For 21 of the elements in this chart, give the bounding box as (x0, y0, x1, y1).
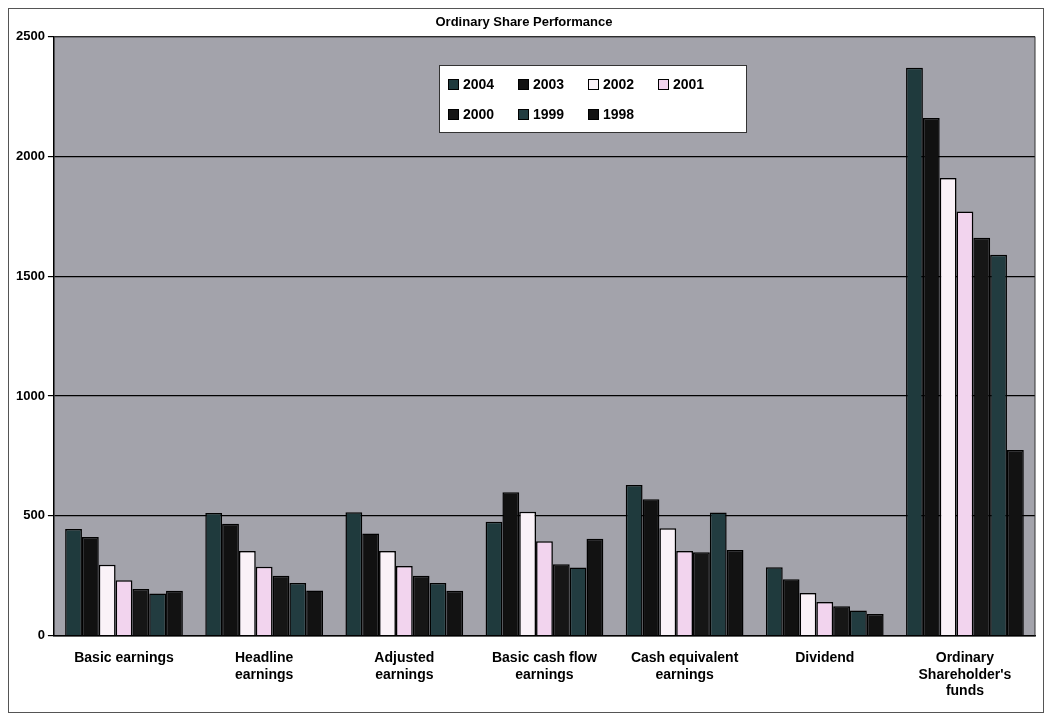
legend-label: 1998 (603, 106, 635, 122)
x-tick-label: Cash equivalent earnings (630, 648, 739, 682)
legend-label: 2002 (603, 76, 635, 92)
x-tick-label: Dividend (795, 648, 855, 665)
y-tick-label: 2000 (16, 147, 45, 163)
x-tick-label: Adjusted earnings (374, 648, 435, 682)
y-tick-label: 2500 (16, 28, 45, 44)
legend-label: 2001 (673, 76, 705, 92)
y-tick-label: 1500 (16, 267, 45, 283)
y-tick-label: 1000 (16, 387, 45, 403)
legend-label: 1999 (533, 106, 565, 122)
x-tick-label: Ordinary Shareholder's funds (918, 648, 1012, 699)
legend-label: 2003 (533, 76, 565, 92)
x-tick-label: Basic earnings (74, 648, 175, 665)
y-tick-label: 500 (23, 507, 45, 523)
x-tick-label: Headline earnings (234, 648, 294, 682)
x-tick-label: Basic cash flow earnings (491, 648, 598, 682)
legend-label: 2004 (463, 76, 495, 92)
legend-label: 2000 (463, 106, 495, 122)
y-tick-label: 0 (37, 627, 45, 643)
chart-title: Ordinary Share Performance (435, 14, 613, 30)
